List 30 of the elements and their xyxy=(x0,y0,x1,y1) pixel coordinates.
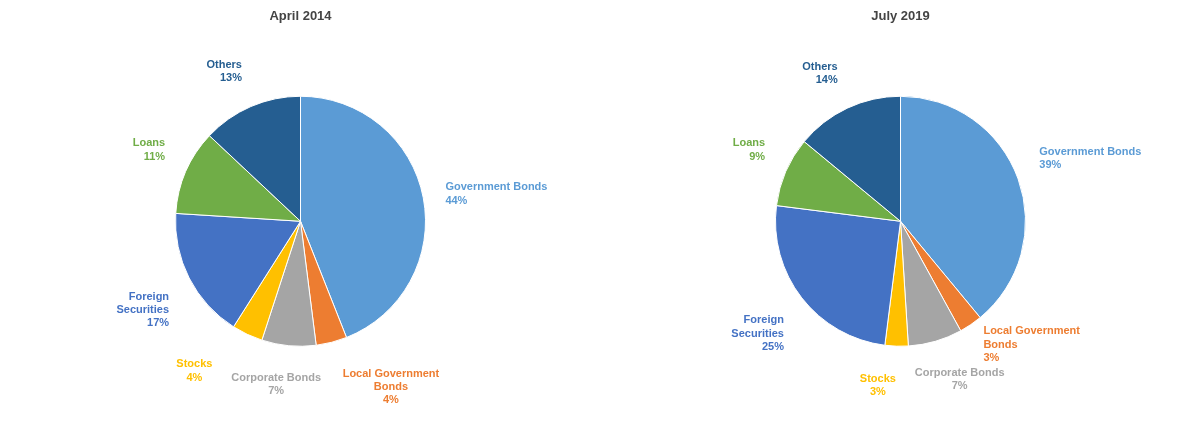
data-label: 13% xyxy=(219,71,243,84)
slice-label: Corporate Bonds xyxy=(231,371,322,383)
slice-label: Local Government Bonds xyxy=(342,366,440,393)
data-label: 39% xyxy=(1039,158,1062,171)
slice-label: Others xyxy=(206,58,242,71)
slice-label: Loans xyxy=(732,136,766,149)
slice-label: Local Government Bonds xyxy=(983,324,1081,350)
data-label: 4% xyxy=(186,370,203,383)
data-label: 44% xyxy=(445,193,468,206)
data-label: 4% xyxy=(383,393,400,406)
chart-title: April 2014 xyxy=(269,7,333,23)
chart-title: July 2019 xyxy=(871,7,930,23)
slice-label: Foreign Securities xyxy=(731,313,785,339)
data-label: 7% xyxy=(268,384,285,397)
slice-label: Government Bonds xyxy=(1039,145,1142,158)
data-label: 3% xyxy=(983,350,1000,363)
data-label: 14% xyxy=(815,73,838,86)
data-label: 3% xyxy=(869,384,887,397)
slice-label: Foreign Securities xyxy=(116,289,170,315)
data-label: 11% xyxy=(143,149,166,162)
data-label: 7% xyxy=(951,378,968,391)
slice-label: Stocks xyxy=(859,371,896,384)
data-label: 17% xyxy=(147,315,170,328)
slice-label: Government Bonds xyxy=(445,180,548,193)
slice-label: Others xyxy=(802,59,838,72)
slice-label: Corporate Bonds xyxy=(914,365,1005,378)
slice-label: Stocks xyxy=(176,357,213,370)
slice-label: Loans xyxy=(132,136,166,149)
data-label: 25% xyxy=(761,339,785,352)
data-label: 9% xyxy=(749,149,766,162)
